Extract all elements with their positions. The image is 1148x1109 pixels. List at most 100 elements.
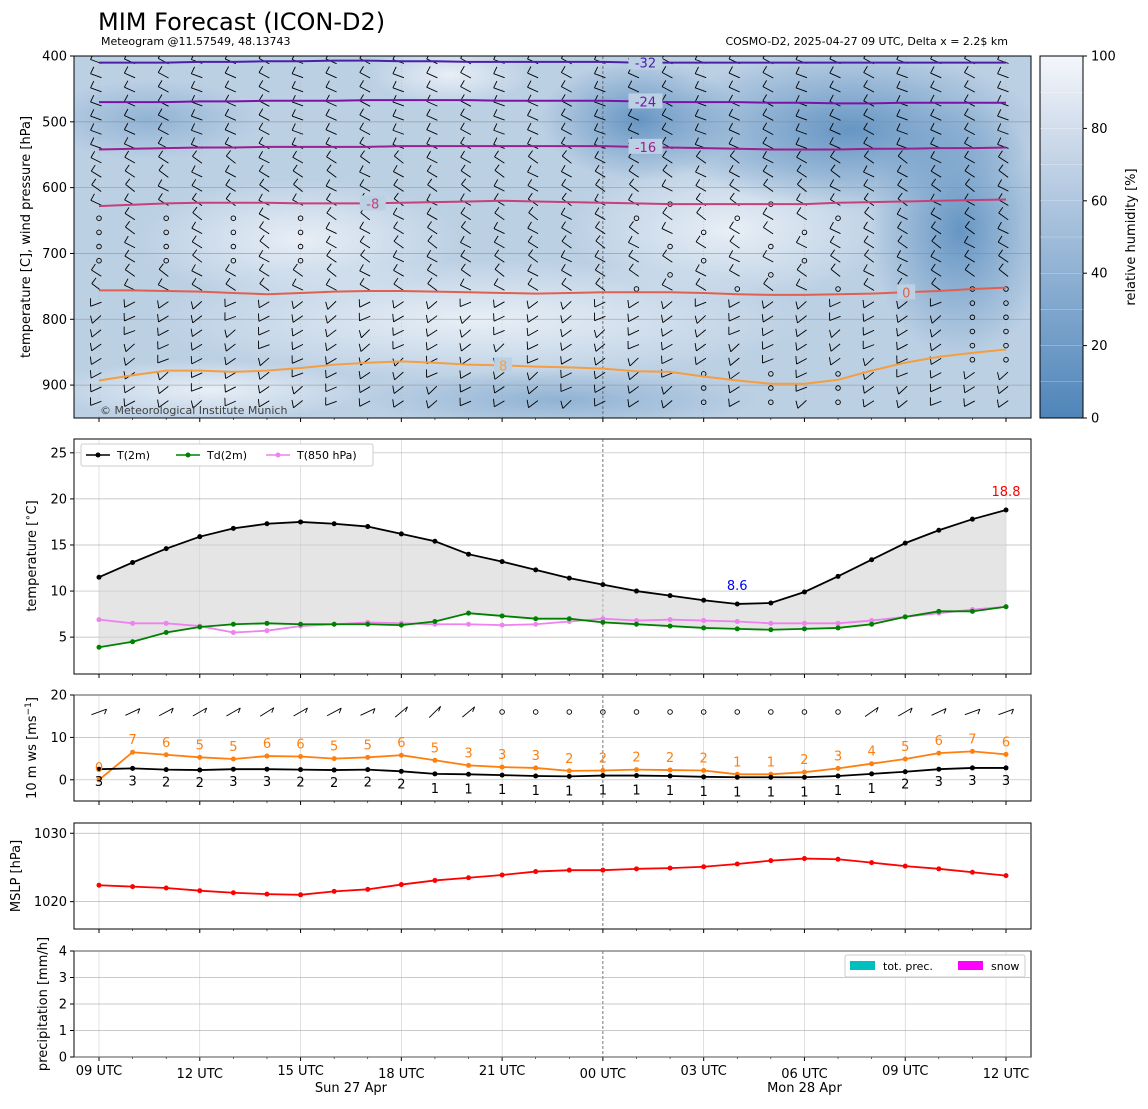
series-point — [97, 617, 102, 622]
figure-title: MIM Forecast (ICON-D2) — [98, 8, 385, 36]
wind-barb-flag — [158, 328, 159, 336]
gust-label: 6 — [263, 737, 271, 752]
wind-frame — [74, 695, 1031, 801]
series-point — [197, 625, 202, 630]
gust-label: 1 — [767, 755, 775, 770]
gust-label: 6 — [296, 737, 304, 752]
series-point — [500, 559, 505, 564]
series-point — [668, 593, 673, 598]
wind-barb-flag — [359, 398, 360, 406]
series-point — [668, 866, 673, 871]
speed-label: 1 — [632, 784, 640, 799]
value-tick-label: 3 — [59, 971, 67, 986]
series-point — [533, 622, 538, 627]
legend-td2m: Td(2m) — [206, 449, 247, 462]
series-point — [735, 775, 740, 780]
series-point — [164, 885, 169, 890]
gust-label: 3 — [532, 749, 540, 764]
gust-label: 7 — [128, 733, 136, 748]
series-point — [970, 870, 975, 875]
wind-barb-flag — [191, 356, 192, 364]
series-point — [1004, 765, 1009, 770]
speed-label: 2 — [196, 776, 204, 791]
series-point — [936, 751, 941, 756]
series-point — [701, 618, 706, 623]
gust-label: 6 — [1002, 735, 1010, 750]
gust-label: 2 — [599, 751, 607, 766]
wind-ylabel: 10 m ws [ms−1] — [24, 697, 40, 799]
gust-label: 0 — [95, 761, 103, 776]
series-point — [399, 531, 404, 536]
speed-label: 1 — [867, 782, 875, 797]
series-point — [298, 519, 303, 524]
series-point — [836, 857, 841, 862]
wind-barb-flag — [930, 370, 931, 378]
contour-label: 8 — [499, 359, 507, 374]
day-label: Mon 28 Apr — [767, 1081, 842, 1096]
gust-label: 1 — [733, 755, 741, 770]
series-point — [600, 773, 605, 778]
series-point — [432, 539, 437, 544]
extreme-annotation: 8.6 — [727, 579, 748, 594]
series-point — [264, 621, 269, 626]
gust-label: 6 — [397, 736, 405, 751]
gust-label: 5 — [901, 740, 909, 755]
series-point — [500, 773, 505, 778]
series-point — [735, 862, 740, 867]
series-point — [634, 773, 639, 778]
gust-label: 7 — [968, 732, 976, 747]
contour-label: 0 — [902, 286, 910, 301]
series-point — [97, 575, 102, 580]
speed-label: 1 — [431, 782, 439, 797]
speed-label: 2 — [330, 776, 338, 791]
legend-t2m: T(2m) — [116, 449, 150, 462]
time-tick-label: 09 UTC — [76, 1064, 122, 1079]
mslp-ylabel: MSLP [hPa] — [9, 840, 24, 912]
series-point — [802, 856, 807, 861]
series-point — [735, 626, 740, 631]
series-point — [701, 774, 706, 779]
series-point — [533, 567, 538, 572]
colorbar-tick-label: 80 — [1091, 122, 1108, 137]
series-point — [164, 752, 169, 757]
series-point — [701, 864, 706, 869]
series-point — [130, 560, 135, 565]
series-point — [1004, 507, 1009, 512]
series-point — [567, 576, 572, 581]
series-point — [903, 614, 908, 619]
wind-barb-flag — [292, 342, 293, 350]
series-point — [432, 771, 437, 776]
gust-label: 2 — [700, 751, 708, 766]
series-point — [365, 887, 370, 892]
speed-label: 2 — [901, 778, 909, 793]
series-point — [1004, 604, 1009, 609]
series-point — [970, 765, 975, 770]
series-point — [332, 889, 337, 894]
series-point — [600, 768, 605, 773]
series-point — [600, 582, 605, 587]
speed-label: 1 — [565, 784, 573, 799]
series-point — [869, 622, 874, 627]
temperature-legend: T(2m) Td(2m) T(850 hPa) — [81, 444, 373, 466]
series-point — [197, 768, 202, 773]
contour-label: -8 — [366, 197, 379, 212]
wind-barb-flag — [124, 299, 125, 307]
series-point — [701, 625, 706, 630]
series-point — [668, 624, 673, 629]
series-point — [936, 767, 941, 772]
series-point — [567, 774, 572, 779]
series-point — [802, 626, 807, 631]
series-point — [869, 771, 874, 776]
speed-label: 3 — [935, 775, 943, 790]
series-point — [164, 630, 169, 635]
gust-label: 3 — [834, 749, 842, 764]
time-tick-label: 03 UTC — [680, 1064, 726, 1079]
speed-label: 1 — [599, 784, 607, 799]
series-point — [332, 521, 337, 526]
